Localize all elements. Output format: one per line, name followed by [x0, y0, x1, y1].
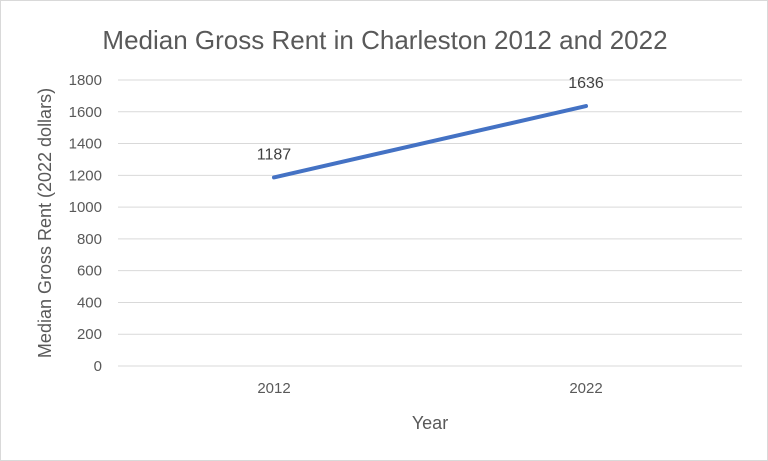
data-labels: 1187 1636: [257, 75, 604, 163]
series-line-0: [272, 104, 588, 180]
x-axis-title: Year: [412, 413, 448, 433]
y-tick-label-0: 0: [94, 358, 102, 375]
data-label-2012: 1187: [257, 146, 292, 163]
y-axis-tick-labels: 0 200 400 600 800 1000 1200 1400 1600 1800: [69, 72, 102, 375]
x-tick-label-2022: 2022: [569, 380, 602, 397]
y-tick-label-1600: 1600: [69, 104, 102, 121]
y-tick-label-400: 400: [77, 294, 102, 311]
y-tick-label-1800: 1800: [69, 72, 102, 89]
x-tick-label-2012: 2012: [257, 380, 290, 397]
y-tick-label-600: 600: [77, 263, 102, 280]
x-axis-tick-labels: 2012 2022: [257, 380, 602, 397]
y-axis-title: Median Gross Rent (2022 dollars): [35, 88, 55, 358]
y-tick-label-1000: 1000: [69, 199, 102, 216]
series-group: [272, 104, 588, 180]
data-label-2022: 1636: [568, 75, 604, 92]
y-tick-label-200: 200: [77, 326, 102, 343]
y-tick-label-800: 800: [77, 231, 102, 248]
y-tick-label-1400: 1400: [69, 136, 102, 153]
gridlines: [118, 79, 742, 367]
y-tick-label-1200: 1200: [69, 167, 102, 184]
chart-title: Median Gross Rent in Charleston 2012 and…: [102, 25, 667, 55]
